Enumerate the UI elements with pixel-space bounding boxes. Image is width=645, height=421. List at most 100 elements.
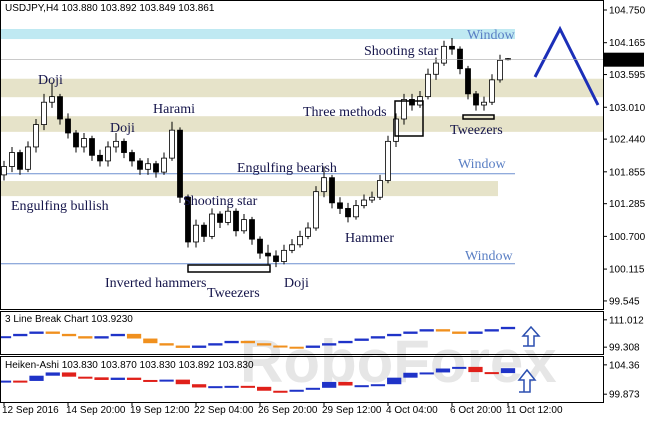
indicator-bar — [500, 368, 516, 374]
candle-body — [449, 45, 455, 50]
indicator-bar — [208, 386, 223, 389]
candle-body — [145, 163, 151, 170]
candle-body — [345, 208, 351, 218]
pattern-box — [462, 114, 495, 120]
annotation: Shooting star — [364, 44, 439, 59]
x-tick-label: 19 Sep 12:00 — [130, 405, 190, 416]
pattern-box — [394, 100, 424, 137]
annotation: Shooting star — [183, 194, 258, 209]
y-tick-label: 101.855 — [609, 167, 645, 178]
y-tick-label: 99.873 — [609, 390, 640, 401]
chart-title: USDJPY,H4 103.880 103.892 103.849 103.86… — [5, 3, 215, 14]
indicator-bar — [452, 366, 467, 369]
indicator-bar — [387, 377, 402, 385]
indicator-bar — [159, 343, 174, 346]
indicator-bar — [468, 331, 483, 334]
candle-body — [41, 101, 47, 125]
candle-body — [321, 177, 327, 193]
indicator-bar — [289, 389, 304, 392]
indicator-bar — [208, 343, 223, 346]
y-tick-label: 101.285 — [609, 199, 645, 210]
annotation: Hammer — [345, 231, 394, 246]
indicator-bar — [500, 326, 516, 330]
sub-frame — [0, 356, 604, 403]
indicator-bar — [94, 336, 109, 339]
indicator-bar — [126, 333, 142, 339]
window-label: Window — [458, 157, 507, 172]
indicator-bar — [224, 340, 239, 344]
candle-body — [193, 224, 199, 243]
indicator-bar — [370, 384, 386, 387]
x-tick-label: 4 Oct 04:00 — [386, 405, 438, 416]
indicator-bar — [257, 343, 272, 346]
x-tick-label: 29 Sep 12:00 — [322, 405, 382, 416]
indicator-bar — [159, 379, 174, 382]
indicator-bar — [387, 333, 402, 337]
candle-body — [409, 99, 415, 106]
axes: 12 Sep 2016 14 Sep 20:00 19 Sep 12:00 22 Se… — [1, 5, 645, 416]
indicator-bar — [45, 331, 60, 334]
indicator-bar — [61, 372, 77, 377]
sub-frame — [0, 311, 604, 355]
indicator-bar — [435, 368, 451, 373]
candle-body — [97, 154, 103, 162]
candle-body — [281, 249, 287, 262]
candle-body — [185, 196, 191, 243]
candle-body — [457, 48, 463, 70]
y-tick-label: 100.115 — [609, 265, 645, 276]
window-label: Window — [465, 249, 514, 264]
candle-body — [377, 180, 383, 198]
candle-body — [353, 205, 359, 218]
window-label: Window — [467, 28, 516, 43]
candle-body — [401, 99, 407, 120]
pattern-box — [187, 264, 271, 273]
candle-body — [369, 196, 375, 201]
indicator-bar — [143, 338, 158, 344]
indicator-bar — [435, 329, 451, 332]
annotation: Inverted hammers — [105, 276, 206, 291]
candle-body — [1, 166, 7, 176]
candle-body — [121, 140, 127, 153]
indicator-bar — [322, 343, 337, 346]
x-tick-label: 26 Sep 20:00 — [258, 405, 318, 416]
candle-body — [329, 177, 335, 204]
annotation: Three methods — [303, 105, 387, 120]
annotation: Engulfing bullish — [11, 199, 109, 214]
indicator-bar — [110, 333, 125, 337]
watermark: RoboForex — [240, 328, 557, 395]
x-tick-label: 12 Sep 2016 — [2, 405, 59, 416]
candle-body — [489, 79, 495, 103]
annotation: Doji — [110, 121, 135, 136]
zones — [1, 28, 603, 265]
indicator-bar — [240, 385, 255, 388]
indicator-bar — [370, 336, 386, 339]
indicator-bar — [305, 345, 321, 348]
candle-body — [49, 96, 55, 103]
indicator-bar — [224, 385, 239, 388]
indicator-bar — [403, 372, 418, 378]
y-tick-label: 100.700 — [609, 232, 645, 243]
panel-title: Heiken-Ashi 103.830 103.870 103.830 103.… — [5, 360, 254, 371]
y-tick-label: 104.165 — [609, 38, 645, 49]
indicator-bar — [484, 329, 499, 332]
candle-body — [89, 138, 95, 156]
candle-body — [81, 138, 87, 148]
candle-body — [33, 124, 39, 148]
panel-title: 3 Line Break Chart 103.9230 — [5, 314, 133, 325]
candle-body — [289, 244, 295, 251]
up-icon — [521, 325, 541, 347]
x-tick-label: 11 Oct 12:00 — [506, 405, 563, 416]
candle-body — [201, 224, 207, 237]
main-frame — [0, 0, 604, 310]
last-price-label: 103.861 — [607, 55, 644, 66]
indicator-bar — [175, 379, 190, 385]
indicator-bar — [94, 377, 109, 380]
indicator-bar — [338, 340, 353, 344]
indicator-bar — [240, 340, 255, 344]
up-icon — [517, 368, 537, 393]
indicator-bar — [403, 331, 418, 334]
candle-body — [497, 59, 503, 81]
candle-body — [393, 118, 399, 142]
y-tick-label: 103.595 — [609, 70, 645, 81]
